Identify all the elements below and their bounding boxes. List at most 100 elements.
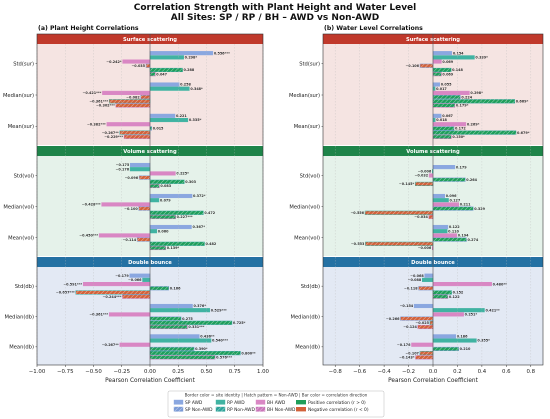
row-label: Mean(sur) bbox=[294, 124, 320, 130]
bar bbox=[149, 229, 158, 234]
bar-value-label: 0.152 bbox=[453, 291, 464, 295]
bar-hatch bbox=[428, 215, 433, 219]
bar-value-label: −0.145* bbox=[399, 182, 415, 186]
bar bbox=[149, 86, 190, 91]
bar-value-label: 0.139* bbox=[167, 246, 180, 250]
bar-value-label: −0.229*** bbox=[104, 135, 123, 139]
bar bbox=[432, 55, 475, 60]
bar-value-label: −0.591*** bbox=[63, 282, 82, 286]
bar-value-label: 0.472 bbox=[204, 211, 215, 215]
bar-value-label: 0.529*** bbox=[211, 308, 227, 312]
bar-value-label: −0.068 bbox=[410, 274, 424, 278]
bar-value-label: 0.096 bbox=[446, 194, 457, 198]
bar-hatch bbox=[433, 99, 515, 104]
bar-hatch bbox=[124, 135, 150, 139]
row-label: Mean(db) bbox=[9, 345, 34, 351]
bar-value-label: 0.331*** bbox=[188, 325, 204, 329]
bar-value-label: 0.421** bbox=[485, 308, 499, 312]
bar bbox=[129, 273, 151, 278]
x-tick-label: −0.4 bbox=[378, 369, 392, 375]
legend-negative-label: Negative correlation (r < 0) bbox=[308, 407, 369, 413]
bar-hatch bbox=[433, 126, 455, 131]
bar bbox=[149, 171, 176, 176]
bar-value-label: −0.553 bbox=[351, 242, 365, 246]
bar-value-label: 0.480** bbox=[493, 282, 507, 286]
x-tick-label: 0.6 bbox=[502, 369, 511, 375]
bar-hatch bbox=[433, 177, 466, 182]
bar bbox=[108, 312, 151, 317]
bar bbox=[82, 282, 151, 287]
bar bbox=[149, 303, 193, 309]
bar bbox=[101, 202, 151, 207]
bar-value-label: 0.275 bbox=[182, 317, 193, 321]
bar-hatch bbox=[415, 355, 433, 360]
bar-hatch bbox=[415, 182, 433, 186]
bar-value-label: 0.482 bbox=[205, 242, 216, 246]
bar-hatch bbox=[140, 95, 150, 99]
legend-swatch-hatch bbox=[216, 407, 225, 412]
bar bbox=[149, 82, 180, 87]
row-label: Median(vol) bbox=[289, 204, 320, 210]
bar-value-label: −0.118 bbox=[404, 286, 418, 290]
bar bbox=[411, 342, 434, 347]
bar bbox=[432, 198, 449, 203]
legend-label: SP AWD bbox=[185, 400, 203, 406]
bar-hatch bbox=[433, 103, 455, 108]
x-tick-label: 0.4 bbox=[478, 369, 487, 375]
bar bbox=[421, 277, 434, 282]
bar bbox=[149, 113, 176, 118]
legend-positive-label: Positive correlation (r > 0) bbox=[308, 400, 366, 406]
row-label: Mean(sur) bbox=[8, 124, 34, 130]
bar-value-label: 0.288 bbox=[184, 68, 195, 72]
legend-positive-swatch bbox=[296, 400, 306, 405]
x-tick-label: −0.75 bbox=[57, 369, 74, 375]
x-tick-label: −0.6 bbox=[353, 369, 367, 375]
legend-swatch bbox=[215, 399, 226, 405]
bar-hatch bbox=[122, 294, 150, 299]
bar bbox=[432, 59, 442, 64]
bar-value-label: 0.069 bbox=[442, 72, 453, 76]
bar-hatch bbox=[433, 135, 452, 139]
bar bbox=[432, 122, 467, 127]
bar bbox=[106, 122, 151, 127]
row-label: Mean(db) bbox=[295, 345, 320, 351]
bar-hatch bbox=[429, 321, 433, 325]
bar bbox=[149, 198, 160, 203]
legend-swatch-hatch bbox=[256, 407, 265, 412]
legend-swatch bbox=[255, 399, 266, 405]
bar-value-label: 0.725* bbox=[233, 321, 246, 325]
legend-note: Border color = site identity | Hatch pat… bbox=[185, 393, 368, 398]
bar-hatch bbox=[150, 211, 204, 215]
bar-value-label: 0.079 bbox=[160, 198, 171, 202]
bar bbox=[413, 303, 434, 309]
x-tick-label: 0.75 bbox=[229, 369, 241, 375]
bar-hatch bbox=[150, 72, 156, 76]
row-label: Median(sur) bbox=[3, 93, 34, 99]
row-label: Std(vol) bbox=[14, 173, 34, 179]
bar-value-label: −0.096 bbox=[125, 176, 139, 180]
bar-value-label: −0.034 bbox=[414, 215, 428, 219]
legend-swatch-hatch bbox=[174, 407, 183, 412]
x-tick-label: 0.2 bbox=[453, 369, 462, 375]
bar bbox=[432, 312, 464, 317]
bar-value-label: −0.556 bbox=[350, 211, 364, 215]
bar-value-label: 0.339* bbox=[475, 56, 488, 60]
bar-value-label: 0.264 bbox=[466, 178, 477, 182]
bar-value-label: 0.122 bbox=[449, 295, 460, 299]
bar bbox=[149, 193, 193, 199]
bar-value-label: 0.172 bbox=[455, 127, 466, 131]
bar-value-label: 0.355* bbox=[477, 339, 490, 343]
bar-value-label: 0.800** bbox=[241, 351, 255, 355]
x-tick-label: −0.50 bbox=[85, 369, 102, 375]
bar-value-label: −0.176 bbox=[397, 343, 411, 347]
row-label: Mean(vol) bbox=[8, 235, 34, 241]
bar-hatch bbox=[150, 184, 160, 188]
bar-value-label: 0.335* bbox=[189, 118, 202, 122]
bar-value-label: −0.244*** bbox=[103, 295, 122, 299]
bar-value-label: 0.186 bbox=[457, 335, 468, 339]
bar-value-label: 0.179 bbox=[456, 165, 467, 169]
bar-value-label: −0.267** bbox=[102, 343, 119, 347]
x-tick-label: −0.8 bbox=[329, 369, 343, 375]
